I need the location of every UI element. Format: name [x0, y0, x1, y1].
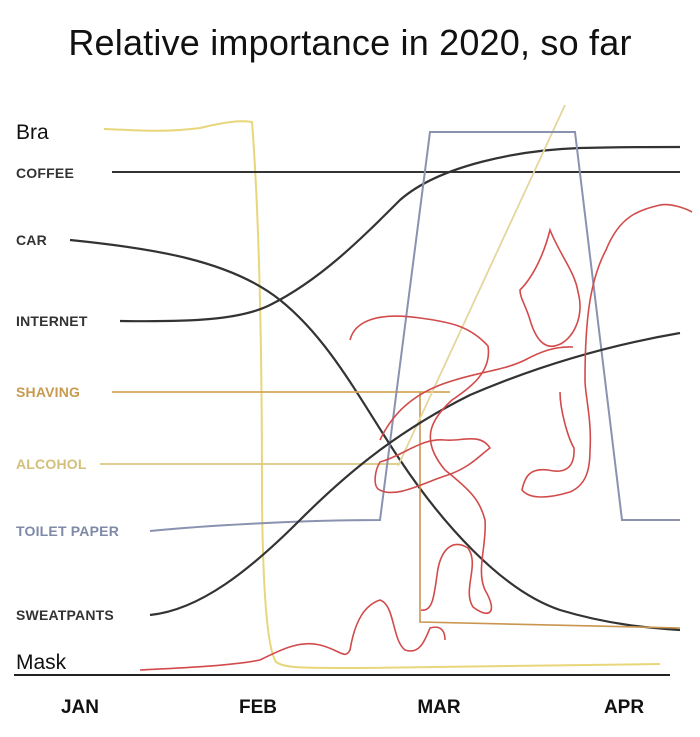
shaving-post	[419, 392, 681, 629]
series-line-toilet-paper	[149, 131, 680, 532]
series-line-sweatpants	[149, 331, 681, 617]
chart-title: Relative importance in 2020, so far	[68, 22, 632, 63]
x-tick-label-jan: JAN	[61, 697, 99, 718]
x-tick-label-mar: MAR	[417, 697, 461, 718]
x-tick-label-apr: APR	[604, 697, 644, 718]
series-label-internet: INTERNET	[16, 313, 88, 329]
series-line-mask	[139, 599, 446, 671]
series-label-coffee: COFFEE	[16, 165, 74, 181]
series-label-shaving: SHAVING	[16, 384, 80, 400]
series-label-sweatpants: SWEATPANTS	[16, 607, 114, 623]
series-label-mask: Mask	[16, 651, 67, 674]
series-line-car	[69, 238, 681, 632]
series-line-bra	[103, 120, 661, 670]
mask-scribble-cluster	[349, 203, 693, 614]
x-tick-label-feb: FEB	[239, 697, 277, 718]
series-label-car: CAR	[16, 232, 47, 248]
series-label-alcohol: ALCOHOL	[16, 456, 87, 472]
series-label-bra: Bra	[16, 121, 49, 144]
series-label-toilet-paper: TOILET PAPER	[16, 523, 119, 539]
series-line-alcohol-spike	[397, 104, 566, 467]
series-line-internet	[119, 145, 681, 323]
